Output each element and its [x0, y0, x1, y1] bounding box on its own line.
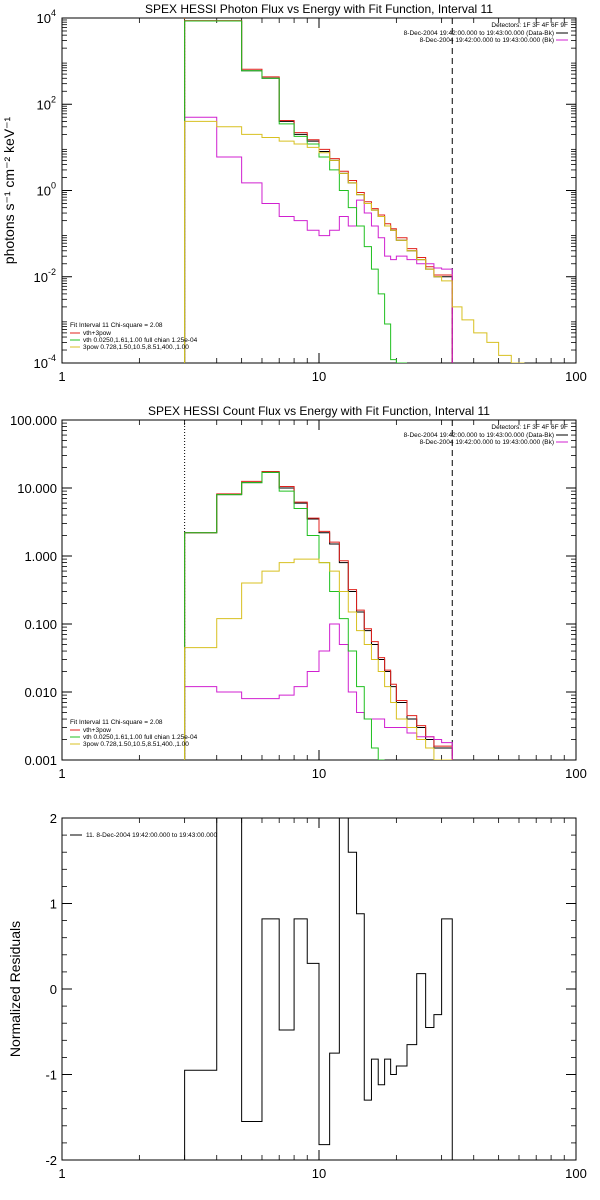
series-11-8-dec-2004-19-42-00-000-to-19-43-00-000: [184, 818, 453, 1160]
series-vth: [184, 20, 407, 363]
legend-entry: 8-Dec-2004 19:42:00.000 to 19:43:00.000 …: [404, 432, 554, 439]
x-tick-label: 10: [312, 766, 326, 781]
series-group: [184, 470, 453, 760]
chart-title: SPEX HESSI Photon Flux vs Energy with Fi…: [145, 2, 493, 16]
legend-entry: vth 0.0250,1.61,1.00 full chian 1.25e-04: [83, 337, 198, 344]
panel-1: 104 102 100 10-2 10-4 photons s⁻¹ cm⁻² keV⁻¹: [1, 8, 577, 371]
series-3pow: [184, 558, 453, 760]
x-tick-label: 10: [312, 369, 326, 384]
series-vth: [184, 471, 385, 760]
y-tick-label: 100: [37, 181, 56, 199]
legend-entry: 8-Dec-2004 19:42:00.000 to 19:43:00.000 …: [420, 37, 554, 44]
x-tick-label: 100: [565, 369, 587, 384]
y-tick-label: 10-2: [34, 267, 56, 285]
x-tick-label: 1: [58, 766, 65, 781]
legend-entry: vth+3pow: [83, 727, 111, 734]
legend-entry: 3pow 0.728,1.50,10.5,8.51,400.,1.00: [83, 344, 189, 351]
series-group: [184, 818, 453, 1160]
series-group: [184, 20, 525, 363]
y-tick-label: 2: [50, 811, 57, 826]
series-bk: [184, 623, 453, 760]
legend-entry: 8-Dec-2004 19:42:00.000 to 19:43:00.000 …: [404, 30, 554, 37]
legend-entry: 3pow 0.728,1.50,10.5,8.51,400.,1.00: [83, 741, 189, 748]
series-bk: [184, 116, 453, 363]
x-tick-label: 10: [312, 1166, 326, 1181]
y-tick-label: 100.000: [10, 413, 57, 428]
plot-frame: [61, 17, 577, 364]
y-tick-label: 0: [50, 982, 57, 997]
legend-entry: 11. 8-Dec-2004 19:42:00.000 to 19:43:00.…: [86, 832, 217, 839]
y-tick-label: 0.100: [24, 617, 57, 632]
series-data: [184, 20, 453, 363]
legend-entry: vth 0.0250,1.61,1.00 full chian 1.25e-04: [83, 734, 198, 741]
plot-frame: [61, 419, 577, 761]
y-tick-label: -1: [45, 1068, 57, 1083]
legend-entry: 8-Dec-2004 19:42:00.000 to 19:43:00.000 …: [420, 439, 554, 446]
y-tick-label: 1: [50, 897, 57, 912]
y-tick-label: 10-4: [34, 353, 56, 371]
legend-detectors: Detectors: 1F 3F 4F 6F 9F: [491, 424, 568, 431]
y-tick-label: 104: [37, 8, 56, 26]
y-tick-label: 0.001: [24, 753, 57, 768]
y-tick-label: 102: [37, 94, 56, 112]
y-tick-label: 0.010: [24, 685, 57, 700]
y-tick-label: 10.000: [17, 481, 57, 496]
x-tick-label: 100: [565, 766, 587, 781]
x-tick-label: 1: [58, 1166, 65, 1181]
legend-detectors: Detectors: 1F 3F 4F 6F 9F: [491, 22, 568, 29]
y-axis-label: Normalized Residuals: [7, 921, 23, 1057]
y-axis-label: photons s⁻¹ cm⁻² keV⁻¹: [1, 116, 17, 264]
series-vth-3pow: [184, 470, 453, 760]
series-vth-3pow: [184, 20, 453, 363]
chart-title: SPEX HESSI Count Flux vs Energy with Fit…: [148, 404, 490, 418]
legend-fit-header: Fit Interval 11 Chi-square = 2.08: [70, 719, 163, 726]
legend-entry: vth+3pow: [83, 330, 111, 337]
y-tick-label: 1.000: [24, 549, 57, 564]
x-tick-label: 1: [58, 369, 65, 384]
panel-2: [61, 419, 577, 761]
series-data: [184, 471, 453, 760]
y-tick-label: -2: [45, 1153, 57, 1168]
legend-fit-header: Fit Interval 11 Chi-square = 2.08: [70, 322, 163, 329]
x-tick-label: 100: [565, 1166, 587, 1181]
panel-3: Normalized Residuals: [7, 817, 577, 1161]
series-3pow: [184, 120, 525, 363]
